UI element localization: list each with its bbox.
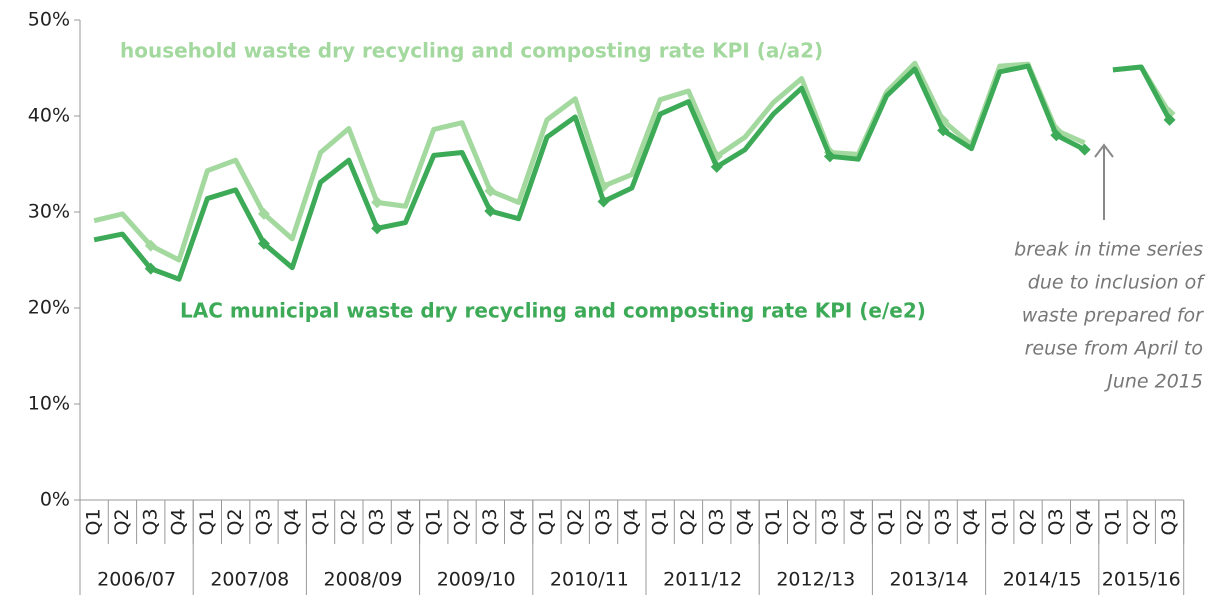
- annotation: June 2015: [1103, 371, 1203, 393]
- y-tick-label: 10%: [28, 393, 70, 415]
- marker: [710, 160, 723, 173]
- marker: [257, 237, 270, 250]
- x-tick-label: Q4: [620, 508, 642, 535]
- x-tick-label: Q1: [83, 508, 105, 535]
- group-label: 2013/14: [890, 569, 969, 591]
- x-tick-label: Q1: [196, 508, 218, 535]
- series-line: [93, 60, 1086, 263]
- y-tick-label: 50%: [28, 9, 70, 31]
- x-tick-label: Q2: [451, 508, 473, 535]
- group-label: 2012/13: [776, 569, 855, 591]
- group-label: 2007/08: [210, 569, 289, 591]
- series-label: LAC municipal waste dry recycling and co…: [180, 299, 926, 323]
- annotation: due to inclusion of: [1028, 272, 1207, 294]
- x-tick-label: Q2: [1130, 508, 1152, 535]
- marker: [1163, 113, 1176, 126]
- x-tick-label: Q3: [139, 508, 161, 535]
- y-tick-label: 30%: [28, 201, 70, 223]
- x-tick-label: Q2: [677, 508, 699, 535]
- marker: [823, 150, 836, 163]
- group-label: 2010/11: [550, 569, 629, 591]
- x-tick-label: Q2: [224, 508, 246, 535]
- x-tick-label: Q4: [507, 508, 529, 535]
- annotation: waste prepared for: [1022, 305, 1204, 327]
- marker: [371, 196, 384, 209]
- group-label: 2015/16: [1102, 569, 1181, 591]
- x-tick-label: Q3: [366, 508, 388, 535]
- x-tick-label: Q1: [875, 508, 897, 535]
- x-tick-label: Q2: [337, 508, 359, 535]
- x-tick-label: Q1: [649, 508, 671, 535]
- x-tick-label: Q4: [281, 508, 303, 535]
- x-tick-label: Q3: [592, 508, 614, 535]
- x-tick-label: Q3: [479, 508, 501, 535]
- group-label: 2006/07: [97, 569, 176, 591]
- x-tick-label: Q1: [422, 508, 444, 535]
- y-tick-label: 0%: [40, 489, 70, 511]
- x-tick-label: Q3: [818, 508, 840, 535]
- marker: [144, 262, 157, 275]
- x-tick-label: Q2: [1017, 508, 1039, 535]
- series-line: [1112, 64, 1172, 122]
- x-tick-label: Q3: [932, 508, 954, 535]
- x-tick-label: Q3: [1158, 508, 1180, 535]
- x-tick-label: Q4: [960, 508, 982, 535]
- series-line: [93, 63, 1086, 282]
- y-tick-label: 20%: [28, 297, 70, 319]
- group-label: 2009/10: [437, 569, 516, 591]
- x-tick-label: Q4: [1073, 508, 1095, 535]
- x-tick-label: Q1: [1101, 508, 1123, 535]
- annotation: break in time series: [1014, 239, 1203, 261]
- x-tick-label: Q4: [734, 508, 756, 535]
- x-tick-label: Q3: [1045, 508, 1067, 535]
- marker: [257, 207, 270, 220]
- x-tick-label: Q1: [988, 508, 1010, 535]
- x-tick-label: Q2: [903, 508, 925, 535]
- marker: [484, 205, 497, 218]
- marker: [1078, 143, 1091, 156]
- marker: [937, 124, 950, 137]
- marker: [597, 195, 610, 208]
- annotation-arrowhead: [1094, 143, 1114, 158]
- x-tick-label: Q2: [111, 508, 133, 535]
- x-tick-label: Q3: [252, 508, 274, 535]
- annotation: reuse from April to: [1025, 338, 1203, 360]
- x-tick-label: Q1: [535, 508, 557, 535]
- group-label: 2008/09: [324, 569, 403, 591]
- x-tick-label: Q1: [762, 508, 784, 535]
- x-tick-label: Q1: [309, 508, 331, 535]
- y-tick-label: 40%: [28, 105, 70, 127]
- x-tick-label: Q4: [847, 508, 869, 535]
- marker: [144, 239, 157, 252]
- x-tick-label: Q4: [168, 508, 190, 535]
- group-label: 2014/15: [1003, 569, 1082, 591]
- marker: [371, 222, 384, 235]
- series-label: household waste dry recycling and compos…: [120, 39, 823, 63]
- marker: [1050, 129, 1063, 142]
- x-tick-label: Q3: [705, 508, 727, 535]
- x-tick-label: Q2: [564, 508, 586, 535]
- marker: [484, 184, 497, 197]
- x-tick-label: Q4: [394, 508, 416, 535]
- x-tick-label: Q2: [790, 508, 812, 535]
- group-label: 2011/12: [663, 569, 742, 591]
